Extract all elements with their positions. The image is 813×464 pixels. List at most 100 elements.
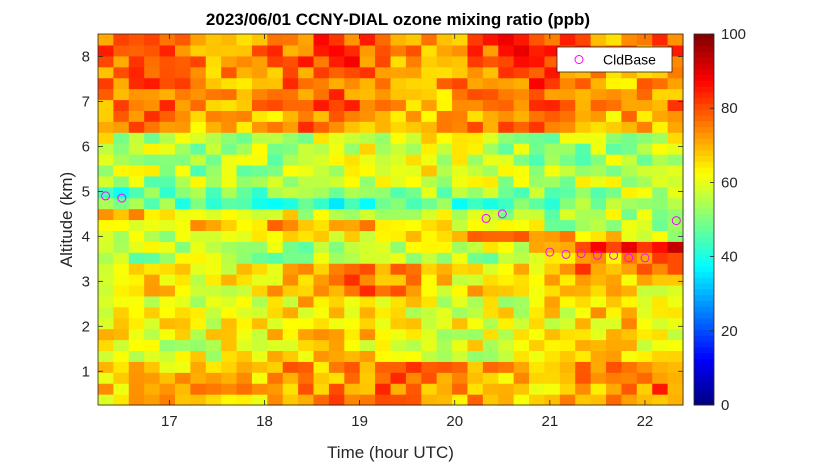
heatmap-cell [98, 55, 114, 68]
heatmap-cell [498, 361, 515, 373]
cloud-base-markers [101, 191, 681, 263]
colorbar-segment [694, 167, 714, 174]
heatmap-cell [282, 110, 299, 122]
heatmap-cell [205, 306, 222, 319]
heatmap-cell [113, 383, 130, 395]
heatmap-cell [313, 143, 330, 155]
heatmap-cell [221, 208, 238, 221]
heatmap-cell [621, 274, 638, 286]
heatmap-cell [405, 164, 422, 177]
heatmap-cell [375, 197, 392, 210]
heatmap-cell [205, 143, 222, 155]
heatmap-cell [298, 88, 315, 101]
heatmap-cell [282, 154, 299, 166]
heatmap-cell [575, 143, 592, 155]
heatmap-cell [298, 252, 315, 264]
heatmap-cell [452, 55, 469, 68]
heatmap-cell [113, 252, 130, 264]
heatmap-cell [205, 44, 222, 57]
heatmap-cell [328, 121, 345, 133]
heatmap-cell [98, 339, 114, 352]
heatmap-cell [529, 110, 546, 122]
heatmap-cell [636, 132, 653, 144]
heatmap-cell [236, 34, 253, 46]
colorbar-tick-label: 60 [721, 174, 738, 191]
heatmap-cell [159, 383, 176, 395]
heatmap-cell [144, 110, 161, 122]
heatmap-cell [621, 208, 638, 221]
heatmap-cell [113, 154, 130, 166]
heatmap-cell [98, 121, 114, 133]
heatmap-cell [113, 328, 130, 341]
heatmap-cell [144, 208, 161, 221]
heatmap-cell [590, 121, 607, 133]
heatmap-cell [390, 317, 407, 330]
heatmap-cell [98, 328, 114, 341]
heatmap-cell [498, 372, 515, 384]
heatmap-cell [467, 284, 484, 297]
heatmap-cell [174, 317, 191, 330]
heatmap-cell [652, 66, 669, 79]
heatmap-cell [221, 186, 238, 199]
heatmap-cell [113, 44, 130, 57]
heatmap-cell [190, 208, 207, 221]
heatmap-cell [513, 394, 530, 406]
heatmap-cell [590, 241, 607, 253]
colorbar-segment [694, 202, 714, 209]
heatmap-cell [467, 230, 484, 242]
heatmap-cell [421, 361, 438, 373]
heatmap-cell [113, 175, 130, 188]
heatmap-cell [467, 328, 484, 341]
heatmap-cell [236, 306, 253, 319]
heatmap-cell [529, 339, 546, 352]
heatmap-cell [513, 274, 530, 286]
heatmap-cell [452, 306, 469, 319]
heatmap-cell [128, 394, 145, 406]
heatmap-cell [375, 274, 392, 286]
heatmap-cell [436, 252, 453, 264]
heatmap-cell [667, 164, 684, 177]
heatmap-cell [575, 328, 592, 341]
heatmap-cell [529, 88, 546, 101]
heatmap-cell [452, 241, 469, 253]
heatmap-cell [482, 383, 499, 395]
heatmap-cell [174, 110, 191, 122]
heatmap-cell [529, 230, 546, 242]
heatmap-cell [390, 186, 407, 199]
heatmap-cell [405, 143, 422, 155]
heatmap-cell [575, 383, 592, 395]
heatmap-cell [575, 197, 592, 210]
heatmap-cell [174, 339, 191, 352]
heatmap-cell [390, 284, 407, 297]
colorbar-segment [694, 155, 714, 162]
legend-marker-icon [574, 55, 584, 64]
heatmap-cell [267, 328, 284, 341]
heatmap-cell [313, 77, 330, 90]
heatmap-cell [652, 219, 669, 232]
heatmap-cell [98, 208, 114, 221]
heatmap-cell [467, 77, 484, 90]
heatmap-cell [559, 132, 576, 144]
heatmap-cell [452, 88, 469, 101]
heatmap-cell [606, 99, 623, 111]
heatmap-cell [282, 306, 299, 319]
heatmap-cell [606, 350, 623, 362]
heatmap-cell [298, 44, 315, 57]
colorbar-segment [694, 161, 714, 168]
heatmap-cell [636, 394, 653, 406]
heatmap-cell [221, 274, 238, 286]
heatmap-cell [436, 55, 453, 68]
heatmap-cell [313, 394, 330, 406]
heatmap-cell [498, 383, 515, 395]
heatmap-cell [174, 143, 191, 155]
heatmap-cell [421, 208, 438, 221]
heatmap-cell [190, 317, 207, 330]
heatmap-cell [667, 66, 684, 79]
heatmap-cell [128, 252, 145, 264]
colorbar-segment [694, 126, 714, 133]
heatmap-cell [282, 197, 299, 210]
heatmap-cell [159, 339, 176, 352]
heatmap-cell [544, 284, 561, 297]
heatmap-cell [575, 77, 592, 90]
heatmap-cell [529, 132, 546, 144]
